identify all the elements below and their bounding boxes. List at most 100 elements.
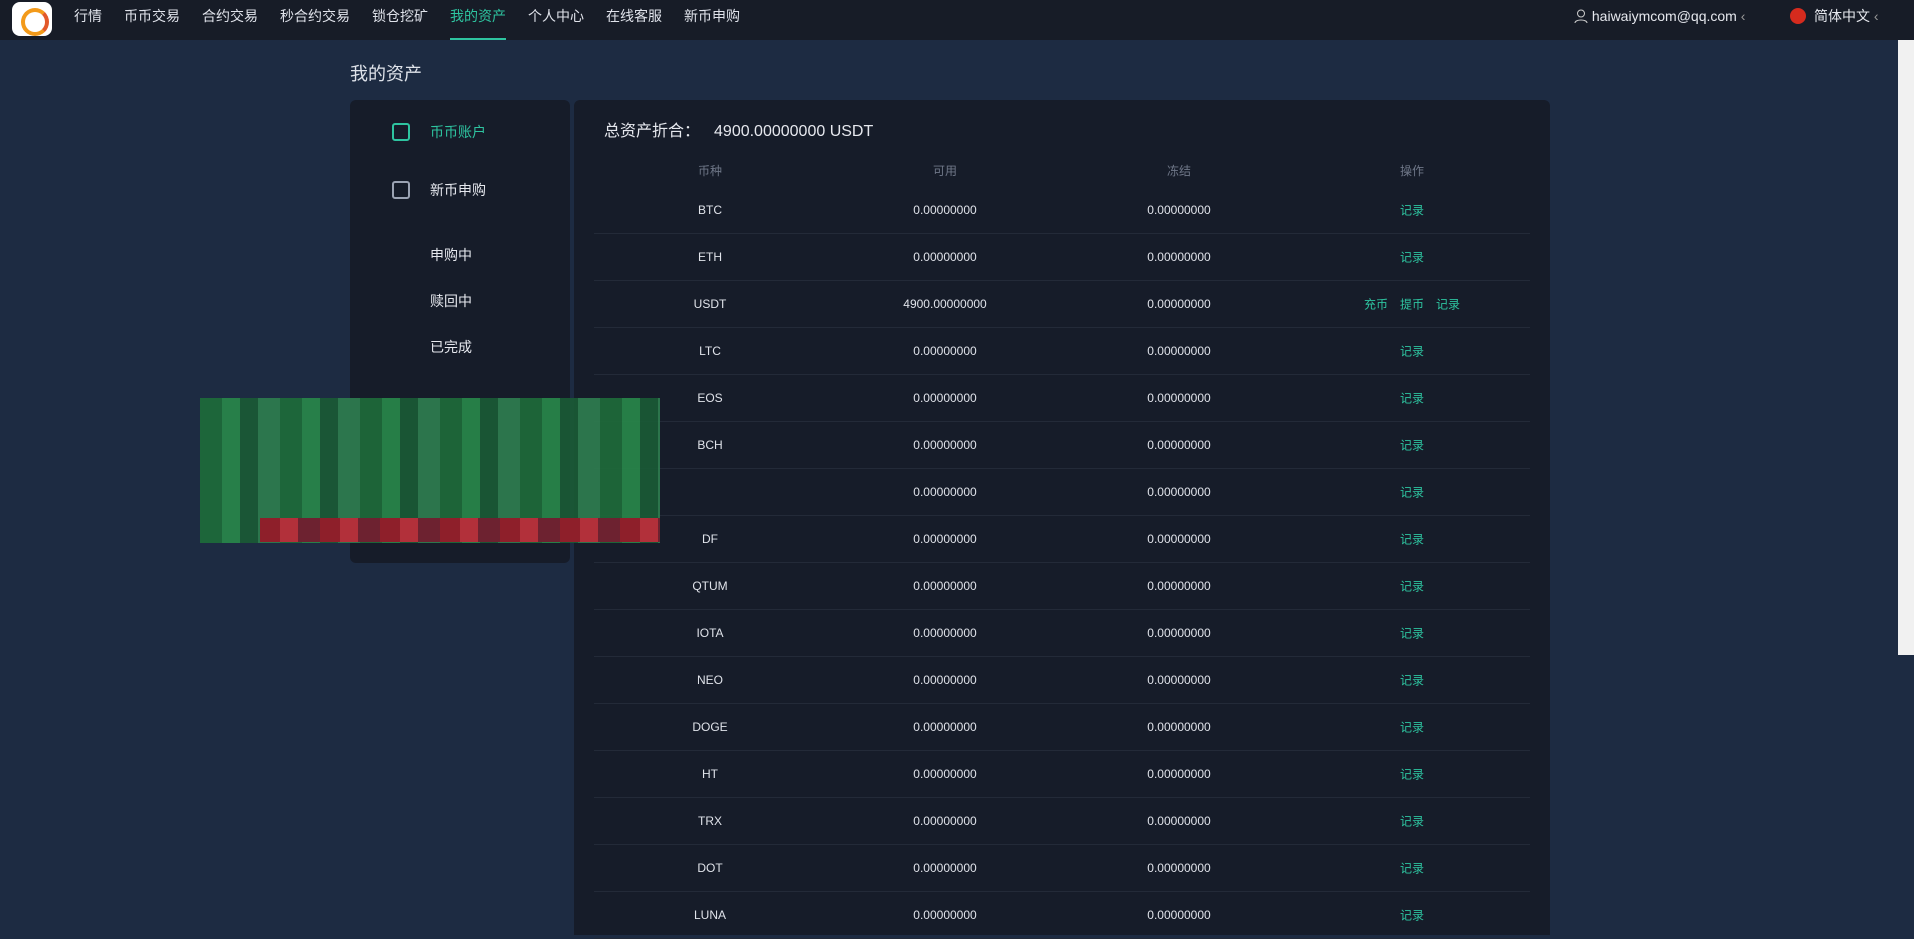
action-link[interactable]: 记录 <box>1399 720 1425 735</box>
action-link[interactable]: 记录 <box>1399 532 1425 547</box>
nav-link[interactable]: 我的资产 <box>450 0 506 40</box>
action-link[interactable]: 记录 <box>1399 861 1425 876</box>
redaction-mosaic <box>260 518 660 542</box>
coin-name: BCH <box>697 438 723 452</box>
amount: 0.00000000 <box>1147 579 1211 593</box>
language: 简体中文 <box>1814 8 1870 24</box>
submenu-item[interactable]: 已完成 <box>430 339 472 355</box>
amount: 0.00000000 <box>1147 203 1211 217</box>
table-header: 冻结 <box>1166 164 1192 178</box>
actions: 记录 <box>1394 625 1430 642</box>
amount: 0.00000000 <box>1147 297 1211 311</box>
coin-name: DOGE <box>692 720 728 734</box>
amount: 0.00000000 <box>1147 532 1211 546</box>
nav-link[interactable]: 个人中心 <box>528 8 584 24</box>
amount: 0.00000000 <box>913 720 977 734</box>
coin-name: ETH <box>698 250 722 264</box>
row-divider <box>594 656 1530 657</box>
amount: 0.00000000 <box>913 861 977 875</box>
amount: 0.00000000 <box>1147 485 1211 499</box>
flag <box>1790 8 1806 24</box>
action-link[interactable]: 记录 <box>1399 814 1425 829</box>
action-link[interactable]: 记录 <box>1399 908 1425 923</box>
actions: 记录 <box>1394 202 1430 219</box>
action-link[interactable]: 记录 <box>1399 438 1425 453</box>
action-link[interactable]: 记录 <box>1399 485 1425 500</box>
amount: 0.00000000 <box>913 579 977 593</box>
amount: 0.00000000 <box>913 767 977 781</box>
page-title: 我的资产 <box>350 64 422 84</box>
user-email: haiwaiymcom@qq.com <box>1591 8 1737 24</box>
menu-icon <box>392 181 410 199</box>
amount: 0.00000000 <box>913 485 977 499</box>
amount: 0.00000000 <box>1147 391 1211 405</box>
action-link[interactable]: 记录 <box>1399 250 1425 265</box>
coin-name: QTUM <box>692 579 728 593</box>
amount: 0.00000000 <box>1147 344 1211 358</box>
amount: 0.00000000 <box>1147 438 1211 452</box>
actions: 记录 <box>1394 390 1430 407</box>
nav-link[interactable]: 在线客服 <box>606 8 662 24</box>
actions: 记录 <box>1394 813 1430 830</box>
amount: 0.00000000 <box>1147 767 1211 781</box>
amount: 0.00000000 <box>913 391 977 405</box>
menu-icon <box>392 123 410 141</box>
action-link[interactable]: 记录 <box>1399 767 1425 782</box>
action-link[interactable]: 记录 <box>1399 391 1425 406</box>
user-menu[interactable]: haiwaiymcom@qq.com ‹ <box>1574 0 1745 32</box>
nav-link[interactable]: 新币申购 <box>684 8 740 24</box>
amount: 0.00000000 <box>1147 626 1211 640</box>
nav-link[interactable]: 行情 <box>74 8 102 24</box>
nav-link[interactable]: 合约交易 <box>202 8 258 24</box>
logo[interactable] <box>12 2 52 36</box>
menu-item[interactable]: 新币申购 <box>430 182 486 198</box>
amount: 4900.00000000 <box>903 297 987 311</box>
actions: 充币 提币 记录 <box>1358 296 1466 313</box>
table-header: 币种 <box>697 164 723 178</box>
amount: 0.00000000 <box>913 532 977 546</box>
action-link[interactable]: 提币 <box>1399 297 1425 312</box>
submenu-item[interactable]: 申购中 <box>430 247 472 263</box>
actions: 记录 <box>1394 907 1430 924</box>
row-divider <box>594 562 1530 563</box>
actions: 记录 <box>1394 672 1430 689</box>
top-nav: haiwaiymcom@qq.com ‹ 简体中文 ‹ 行情 币币交易 合约交易 秒合… <box>0 0 1914 40</box>
action-link[interactable]: 记录 <box>1436 297 1461 312</box>
nav-link[interactable]: 锁仓挖矿 <box>372 8 428 24</box>
total-value: 4900.00000000 USDT <box>714 123 874 140</box>
language-menu[interactable]: 简体中文 ‹ <box>1790 0 1879 32</box>
coin-name: EOS <box>697 391 723 405</box>
caret: ‹ <box>1740 8 1746 24</box>
amount: 0.00000000 <box>913 250 977 264</box>
amount: 0.00000000 <box>913 344 977 358</box>
action-link[interactable]: 充币 <box>1363 297 1388 312</box>
actions: 记录 <box>1394 484 1430 501</box>
caret: ‹ <box>1873 8 1879 24</box>
action-link[interactable]: 记录 <box>1399 673 1425 688</box>
row-divider <box>594 609 1530 610</box>
submenu-item[interactable]: 赎回中 <box>430 293 472 309</box>
row-divider <box>594 468 1530 469</box>
total-label: 总资产折合： <box>604 123 701 140</box>
amount: 0.00000000 <box>913 814 977 828</box>
actions: 记录 <box>1394 531 1430 548</box>
row-divider <box>594 891 1530 892</box>
row-divider <box>594 421 1530 422</box>
amount: 0.00000000 <box>1147 861 1211 875</box>
action-link[interactable]: 记录 <box>1399 579 1425 594</box>
coin-name: BTC <box>698 203 722 217</box>
action-link[interactable]: 记录 <box>1399 203 1425 218</box>
nav-link[interactable]: 币币交易 <box>124 8 180 24</box>
row-divider <box>594 515 1530 516</box>
amount: 0.00000000 <box>913 908 977 922</box>
nav-link[interactable]: 秒合约交易 <box>280 8 350 24</box>
coin-name: HT <box>702 767 718 781</box>
coin-name: NEO <box>696 673 724 687</box>
coin-name: LTC <box>699 344 721 358</box>
action-link[interactable]: 记录 <box>1399 626 1425 641</box>
menu-item[interactable]: 币币账户 <box>430 124 486 140</box>
coin-name: USDT <box>693 297 727 311</box>
table-header: 操作 <box>1399 164 1425 178</box>
action-link[interactable]: 记录 <box>1399 344 1425 359</box>
